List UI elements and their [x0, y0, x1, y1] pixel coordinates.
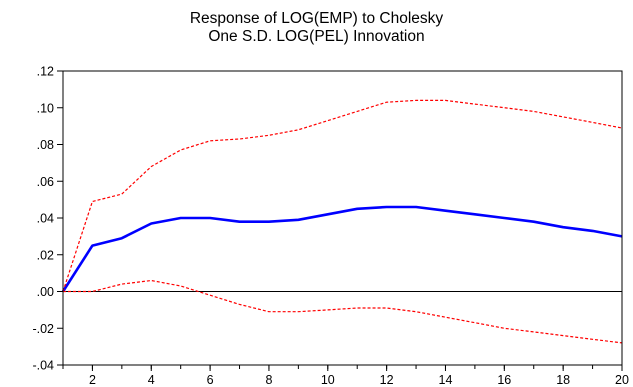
x-tick-label: 14: [439, 373, 453, 387]
series-line-lower-band: [63, 279, 623, 344]
x-tick-label: 12: [380, 373, 394, 387]
y-tick-label: .10: [37, 101, 54, 115]
y-tick-label: .04: [37, 212, 54, 226]
plot-frame: [62, 70, 623, 366]
series-line-upper-band: [62, 99, 623, 292]
y-tick-label: .00: [37, 285, 54, 299]
y-tick-label: .06: [37, 175, 54, 189]
x-tick-label: 16: [497, 373, 511, 387]
chart-title: Response of LOG(EMP) to Cholesky: [189, 10, 444, 27]
chart-subtitle: One S.D. LOG(PEL) Innovation: [208, 28, 425, 45]
y-tick-label: -.02: [32, 322, 54, 336]
x-tick-label: 20: [615, 373, 629, 387]
x-tick-label: 6: [207, 373, 214, 387]
y-tick-label: .02: [37, 248, 54, 262]
x-tick-label: 18: [556, 373, 570, 387]
x-tick-label: 2: [89, 373, 96, 387]
x-tick-label: 10: [321, 373, 335, 387]
y-tick-label: .12: [37, 65, 54, 79]
y-tick-label: .08: [37, 138, 54, 152]
series-line-response: [61, 205, 623, 293]
x-tick-label: 4: [148, 373, 155, 387]
y-tick-label: -.04: [32, 359, 54, 373]
x-tick-label: 8: [265, 373, 272, 387]
